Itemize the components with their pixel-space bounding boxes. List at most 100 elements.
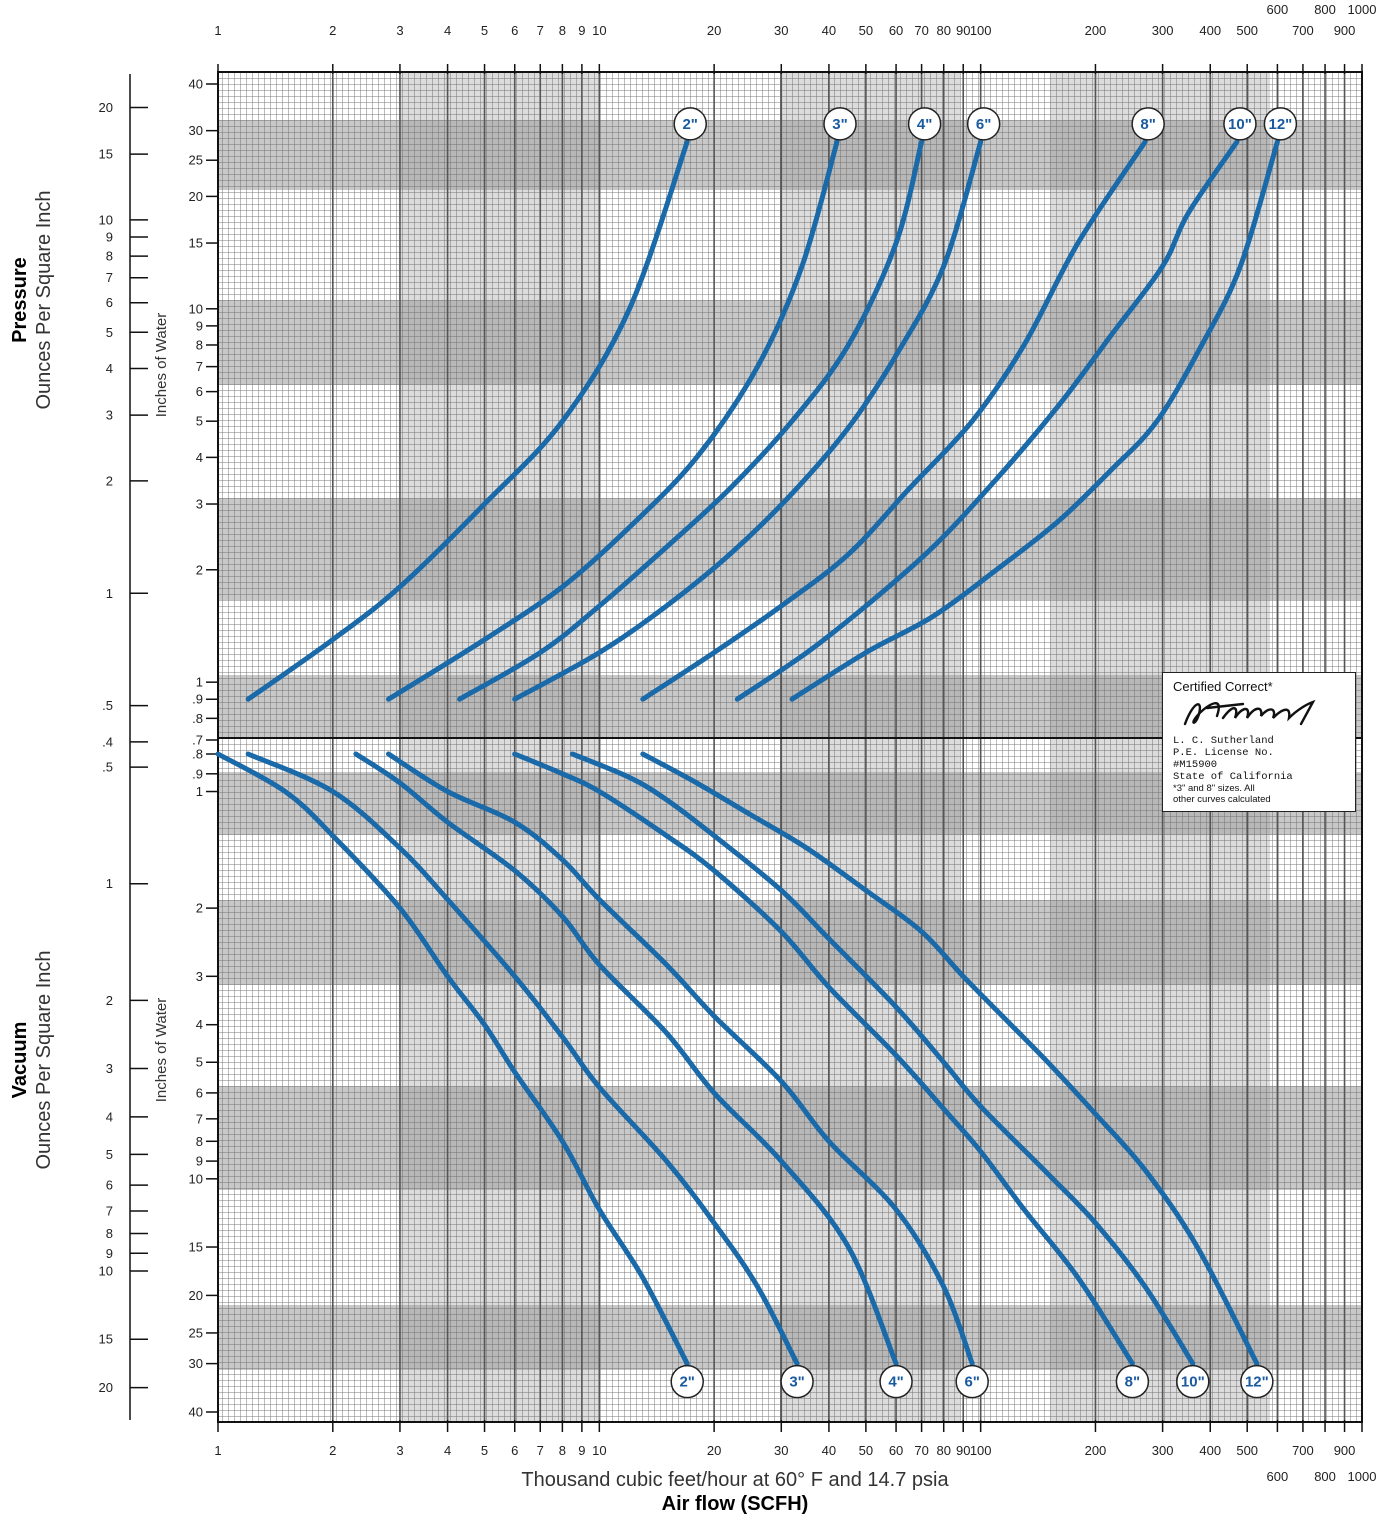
pressure-water-tick-label: 5: [196, 414, 203, 429]
pressure-badge-6in: 6": [966, 107, 1001, 141]
top-axis-tick-label: 5: [481, 23, 488, 38]
certification-name: L. C. Sutherland: [1173, 735, 1274, 747]
vacuum-curve-3in: [245, 751, 800, 1367]
top-axis-tick-label: 3: [396, 23, 403, 38]
pressure-oz-tick-label: 3: [106, 408, 113, 423]
vacuum-curve-4in: [353, 751, 899, 1367]
bottom-axis-tick-label: 6: [511, 1443, 518, 1458]
top-axis-tick-label: 200: [1085, 23, 1107, 38]
bottom-axis-tick-label: 400: [1199, 1443, 1221, 1458]
vacuum-oz-tick-label: 15: [99, 1332, 113, 1347]
bottom-axis-tick-label: 20: [707, 1443, 721, 1458]
vacuum-oz-tick-label: 6: [106, 1178, 113, 1193]
pressure-oz-tick-label: 1: [106, 586, 113, 601]
pressure-oz-tick-label: 8: [106, 249, 113, 264]
vacuum-oz-tick-label: 10: [99, 1264, 113, 1279]
top-axis-tick-label: 900: [1334, 23, 1356, 38]
top-axis-tick-label: 1000: [1348, 2, 1377, 17]
bottom-axis-tick-label: 60: [889, 1443, 903, 1458]
certification-number: #M15900: [1173, 759, 1218, 771]
pressure-oz-tick-label: .5: [102, 698, 113, 713]
bottom-axis-tick-label: 5: [481, 1443, 488, 1458]
x-axis-note: Thousand cubic feet/hour at 60° F and 14…: [521, 1469, 949, 1491]
vacuum-water-tick-label: 9: [196, 1154, 203, 1169]
pressure-water-tick-label: 2: [196, 562, 203, 577]
pressure-water-tick-label: 40: [189, 77, 203, 92]
vacuum-water-tick-label: 15: [189, 1240, 203, 1255]
vacuum-water-tick-label: 3: [196, 969, 203, 984]
top-axis-tick-label: 800: [1314, 2, 1336, 17]
vacuum-axis-title: Vacuum Ounces Per Square Inch: [9, 950, 55, 1169]
pressure-water-tick-label: .9: [192, 692, 203, 707]
top-axis-tick-label: 8: [559, 23, 566, 38]
pressure-badge-12in: 12": [1263, 107, 1298, 141]
vacuum-curve-2in: [215, 751, 690, 1367]
badge-label: 10": [1181, 1374, 1205, 1391]
top-axis-tick-label: 9: [578, 23, 585, 38]
vacuum-badge-6in: 6": [955, 1364, 989, 1399]
badge-circle: [907, 107, 942, 141]
vacuum-badge-12in: 12": [1240, 1364, 1274, 1399]
badge-label: 12": [1269, 116, 1293, 133]
badge-label: 2": [682, 116, 697, 133]
pressure-water-tick-label: .7: [192, 733, 203, 748]
vacuum-oz-tick-label: 7: [106, 1204, 113, 1219]
bottom-axis-tick-label: 1: [214, 1443, 221, 1458]
vacuum-badge-8in: 8": [1115, 1364, 1150, 1399]
badge-label: 8": [1125, 1374, 1140, 1391]
badge-label: 2": [679, 1374, 694, 1391]
certification-state: State of California: [1173, 771, 1293, 783]
badge-circle: [1240, 1364, 1274, 1399]
pressure-water-tick-label: 20: [189, 189, 203, 204]
certification-box: Certified Correct* L. C. Sutherland P.E.…: [1162, 672, 1356, 812]
top-axis-tick-label: 80: [936, 23, 950, 38]
vacuum-water-tick-label: 30: [189, 1356, 203, 1371]
badge-label: 6": [976, 116, 991, 133]
pressure-water-tick-label: 6: [196, 384, 203, 399]
bottom-axis-tick-label: 30: [774, 1443, 788, 1458]
pressure-oz-tick-label: .4: [102, 734, 113, 749]
vacuum-water-tick-label: .8: [192, 747, 203, 762]
badge-circle: [1115, 1364, 1150, 1399]
bottom-axis-tick-label: 50: [859, 1443, 873, 1458]
pressure-badge-4in: 4": [907, 107, 942, 141]
pressure-oz-tick-label: 4: [106, 361, 113, 376]
certification-heading: Certified Correct*: [1173, 679, 1273, 694]
pressure-water-tick-label: 30: [189, 123, 203, 138]
pressure-oz-tick-label: 2: [106, 473, 113, 488]
top-axis-tick-label: 50: [859, 23, 873, 38]
vacuum-curve-6in: [386, 751, 975, 1367]
bottom-axis-tick-label: 90: [956, 1443, 970, 1458]
badge-circle: [673, 107, 707, 141]
badge-label: 3": [832, 116, 847, 133]
badge-circle: [966, 107, 1001, 141]
vacuum-water-tick-label: 5: [196, 1055, 203, 1070]
x-axis-title: Air flow (SCFH): [662, 1493, 809, 1515]
bottom-axis-tick-label: 900: [1334, 1443, 1356, 1458]
vacuum-badge-3in: 3": [780, 1364, 814, 1399]
pressure-oz-tick-label: 6: [106, 295, 113, 310]
pressure-water-tick-label: 3: [196, 497, 203, 512]
top-axis-tick-label: 7: [537, 23, 544, 38]
badge-label: 4": [888, 1374, 903, 1391]
pressure-oz-tick-label: 20: [99, 100, 113, 115]
vacuum-badge-10in: 10": [1176, 1364, 1210, 1399]
badge-label: 12": [1245, 1374, 1269, 1391]
top-axis-tick-label: 6: [511, 23, 518, 38]
vacuum-water-tick-label: 8: [196, 1134, 203, 1149]
badge-circle: [670, 1364, 704, 1399]
top-axis-tick-label: 500: [1236, 23, 1258, 38]
top-axis-tick-label: 600: [1267, 2, 1289, 17]
vacuum-water-tick-label: 4: [196, 1017, 203, 1032]
bottom-axis-tick-label: 800: [1314, 1469, 1336, 1484]
badge-circle: [1131, 107, 1165, 141]
pressure-oz-tick-label: 10: [99, 212, 113, 227]
badge-circle: [1263, 107, 1298, 141]
top-axis-tick-label: 60: [889, 23, 903, 38]
signature-image: [1183, 699, 1316, 726]
badge-circle: [1223, 107, 1257, 141]
bottom-axis-tick-label: 8: [559, 1443, 566, 1458]
badge-label: 8": [1140, 116, 1155, 133]
pressure-axis-title: Pressure Ounces Per Square Inch: [9, 190, 55, 409]
pressure-curve-2in: [245, 139, 690, 702]
